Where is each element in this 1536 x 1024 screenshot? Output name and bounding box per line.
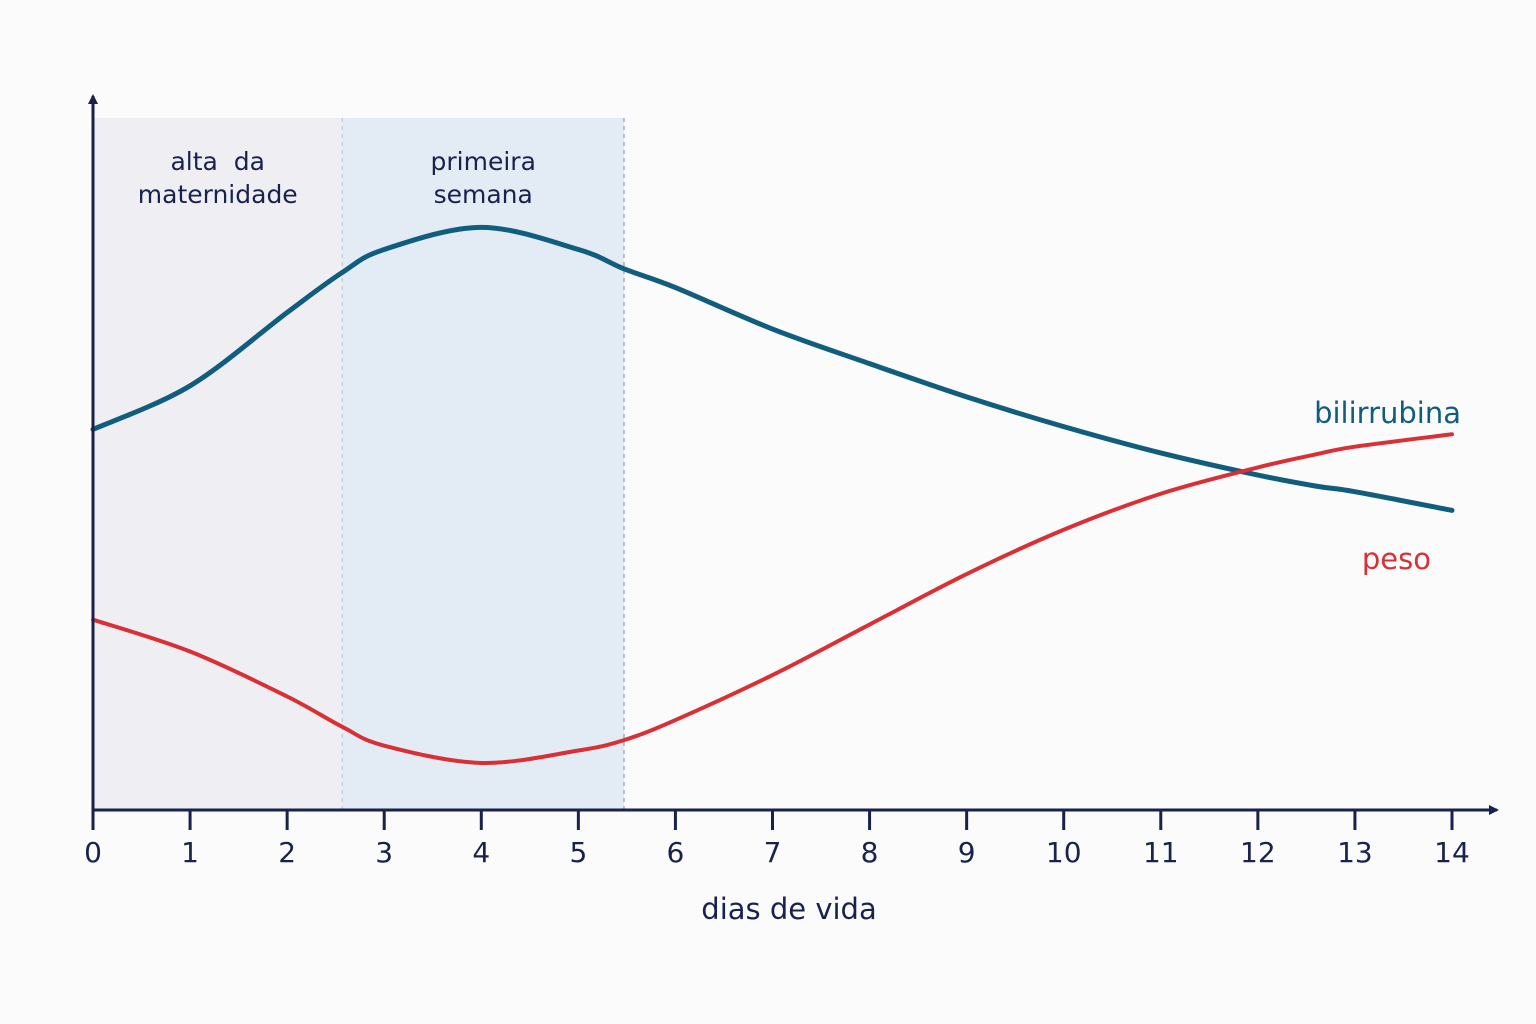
axes: 0 1 2 3 4 5 6 7 8 9 10 11 12 13 14 (84, 94, 1499, 869)
x-tick-label-5: 5 (569, 836, 587, 869)
x-tick-label-6: 6 (667, 836, 685, 869)
x-tick-label-2: 2 (278, 836, 296, 869)
region-0-label-line-0: alta da (170, 147, 264, 176)
x-tick-label-0: 0 (84, 836, 102, 869)
x-tick-label-12: 12 (1240, 836, 1276, 869)
region-1-label-line-0: primeira (431, 147, 536, 176)
region-0 (93, 118, 343, 810)
x-tick-label-13: 13 (1337, 836, 1373, 869)
series-label-bilirrubina: bilirrubina (1314, 396, 1461, 430)
x-tick-label-1: 1 (181, 836, 199, 869)
x-tick-label-14: 14 (1434, 836, 1470, 869)
region-1 (342, 118, 624, 810)
text-labels: dias de vida bilirrubina peso (701, 396, 1461, 926)
series-line-peso (91, 432, 1454, 765)
region-0-label-line-1: maternidade (138, 180, 298, 209)
series-lines (90, 224, 1455, 765)
x-axis-ticks: 0 1 2 3 4 5 6 7 8 9 10 11 12 13 14 (84, 810, 1470, 869)
x-tick-label-10: 10 (1046, 836, 1082, 869)
x-tick-label-9: 9 (958, 836, 976, 869)
x-tick-label-11: 11 (1143, 836, 1179, 869)
x-tick-label-8: 8 (861, 836, 879, 869)
x-tick-label-3: 3 (375, 836, 393, 869)
x-tick-label-4: 4 (472, 836, 490, 869)
region-1-label-line-1: semana (434, 180, 533, 209)
shaded-regions: alta da maternidade primeira semana (93, 118, 625, 810)
series-label-peso: peso (1362, 542, 1431, 576)
series-line-bilirrubina (90, 224, 1455, 513)
x-tick-label-7: 7 (764, 836, 782, 869)
x-axis-label: dias de vida (701, 892, 876, 926)
